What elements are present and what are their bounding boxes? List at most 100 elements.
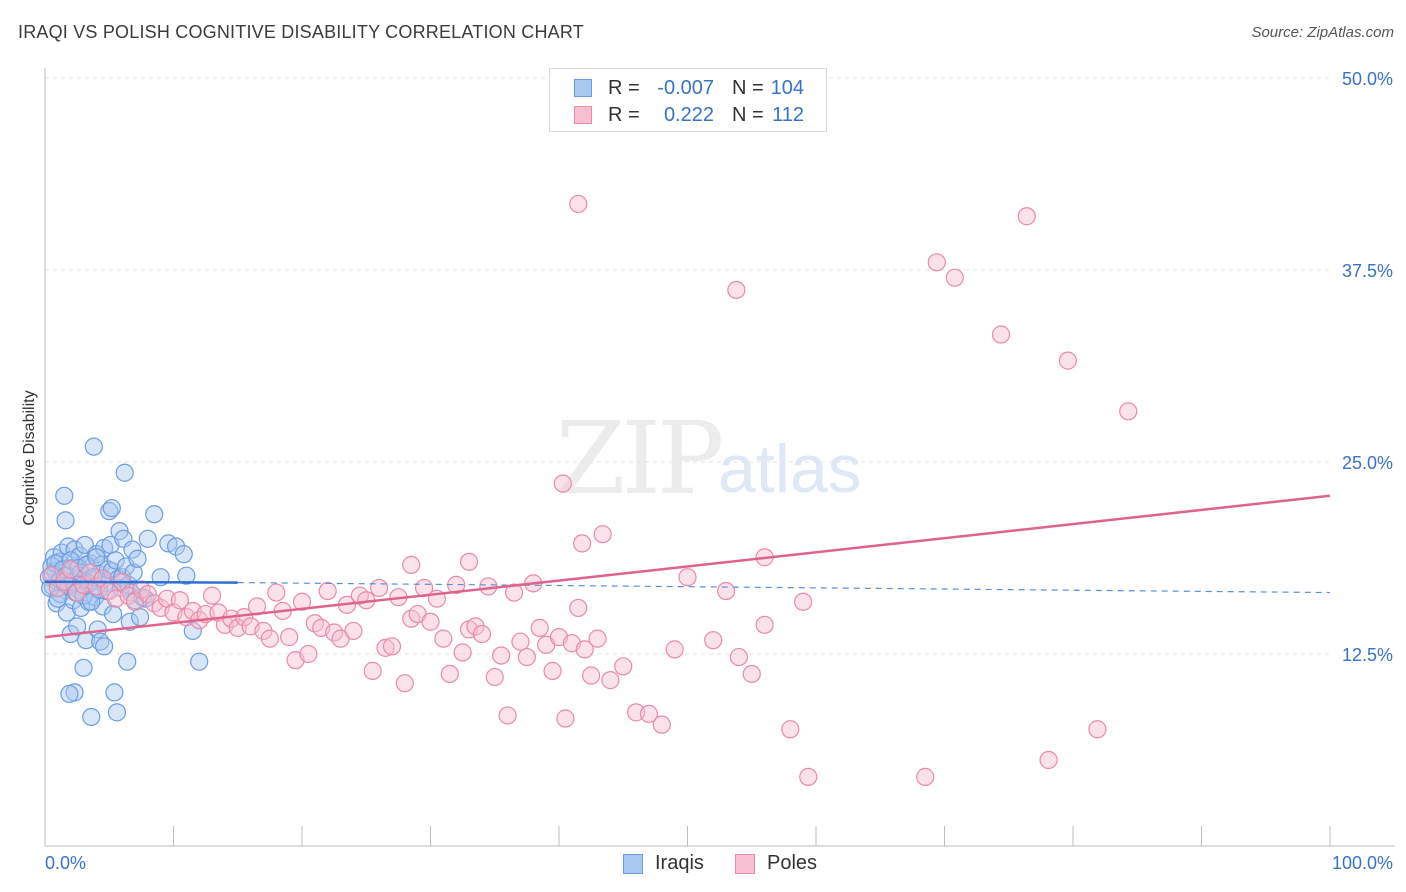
y-tick-label: 12.5% [1342,645,1393,665]
data-point-iraqis [138,529,157,548]
data-point-poles [382,637,402,656]
data-point-poles [344,621,363,641]
data-point-poles [553,474,572,493]
data-point-iraqis [123,540,142,559]
data-point-poles [601,671,620,690]
data-point-poles [434,629,453,648]
watermark-zip: ZIP [556,400,724,517]
data-point-poles [582,666,601,685]
legend-label-poles: Poles [767,852,818,874]
series-legend: Iraqis Poles [0,852,1406,878]
data-point-iraqis [82,707,101,727]
data-point-poles [569,194,588,214]
data-point-iraqis [104,604,123,624]
legend-r-value: 0.222 [663,104,714,126]
data-point-poles [781,720,800,739]
data-point-iraqis [105,683,124,702]
legend-n-label: N = [732,104,764,126]
data-point-iraqis [130,608,150,627]
data-point-poles [440,664,459,684]
data-point-poles [453,643,472,662]
x-tick-label: 100.0% [1332,853,1393,873]
data-point-poles [260,629,279,648]
data-point-poles [376,638,395,657]
trendline-poles [44,494,1331,639]
data-point-poles [639,704,659,724]
data-point-poles [202,586,222,605]
y-tick-label: 37.5% [1342,261,1393,281]
data-point-poles [573,534,592,553]
data-point-poles [945,268,964,287]
data-point-poles [799,767,818,786]
data-point-poles [370,578,389,598]
data-point-poles [299,644,318,664]
data-point-poles [916,767,935,786]
data-point-poles [1088,720,1107,739]
data-point-iraqis [68,617,87,636]
data-point-poles [575,640,594,659]
data-point-poles [593,525,612,544]
data-point-iraqis [128,549,147,568]
legend-row-iraqis: R = -0.007 N = 104 [550,75,826,101]
data-point-poles [305,614,324,633]
data-point-iraqis [55,486,74,505]
legend-r-label: R = [608,104,640,126]
legend-n-value: 104 [770,77,804,99]
y-tick-label: 50.0% [1342,69,1393,89]
legend-r-value: -0.007 [657,77,714,99]
data-point-poles [991,325,1011,344]
data-point-poles [511,632,530,651]
data-point-poles [927,253,946,272]
y-tick-label: 25.0% [1342,453,1393,473]
data-point-iraqis [145,505,164,524]
data-point-poles [614,657,633,676]
data-point-poles [678,568,697,587]
data-point-iraqis [115,463,134,482]
data-point-poles [652,715,671,734]
data-point-iraqis [100,502,119,521]
legend-label-iraqis: Iraqis [655,852,704,874]
data-point-poles [1058,351,1077,370]
data-point-iraqis [174,545,193,564]
data-point-iraqis [84,437,103,456]
data-point-iraqis [48,589,67,608]
data-point-poles [727,280,746,300]
data-point-poles [459,552,479,571]
data-point-poles [485,667,504,687]
chart-source: Source: ZipAtlas.com [1251,24,1394,41]
chart-title: IRAQI VS POLISH COGNITIVE DISABILITY COR… [18,22,584,42]
legend-n-label: N = [732,77,764,99]
data-point-poles [742,664,761,684]
data-point-iraqis [106,551,125,570]
data-point-poles [569,598,588,618]
data-point-iraqis [74,658,93,677]
data-point-poles [292,592,312,611]
data-point-poles [729,647,749,667]
legend-swatch-poles [735,854,755,874]
y-axis-label: Cognitive Disability [21,390,38,525]
data-point-poles [421,612,440,631]
data-point-poles [794,592,813,611]
data-point-iraqis [118,652,137,671]
data-point-iraqis [87,548,106,567]
data-point-iraqis [56,511,75,530]
data-point-poles [716,581,736,601]
data-point-poles [530,618,549,637]
data-point-iraqis [107,703,127,722]
data-point-poles [318,581,337,601]
legend-swatch-iraqis [574,79,592,97]
data-point-poles [1119,402,1138,421]
data-point-poles [479,577,498,596]
data-point-poles [704,631,723,650]
data-point-poles [170,591,190,610]
data-point-poles [588,629,607,648]
data-point-poles [517,647,536,667]
legend-row-poles: R = 0.222 N = 112 [550,102,826,128]
data-point-iraqis [177,566,196,585]
data-point-poles [267,583,286,602]
data-point-poles [350,586,369,605]
x-tick-label: 0.0% [45,853,86,873]
legend-n-value: 112 [772,104,804,126]
watermark-atlas: atlas [718,431,862,507]
